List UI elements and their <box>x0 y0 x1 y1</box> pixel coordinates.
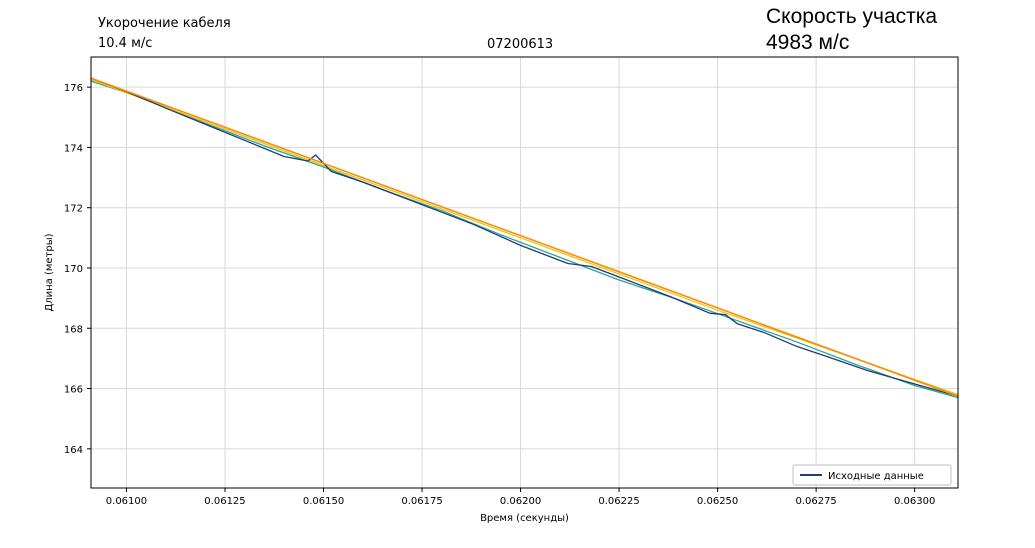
x-axis-label: Время (секунды) <box>480 513 569 524</box>
legend-box <box>792 464 952 486</box>
y-tick-label: 168 <box>64 324 83 335</box>
y-tick-label: 170 <box>64 264 83 275</box>
y-tick-label: 172 <box>64 204 83 215</box>
y-tick-label: 174 <box>64 143 83 154</box>
x-tick-label: 0.06150 <box>303 496 344 507</box>
x-tick-label: 0.06200 <box>500 496 541 507</box>
x-tick-label: 0.06275 <box>795 496 836 507</box>
shortening-label: Укорочение кабеля <box>98 16 231 31</box>
y-tick-label: 166 <box>64 385 83 396</box>
y-tick-label: 176 <box>64 83 83 94</box>
y-axis-label: Длина (метры) <box>44 233 55 311</box>
x-tick-label: 0.06175 <box>401 496 442 507</box>
series-line-0 <box>90 77 959 397</box>
x-tick-label: 0.06125 <box>204 496 245 507</box>
series-layer <box>90 77 959 399</box>
plot-frame <box>90 56 959 489</box>
shortening-value: 10.4 м/с <box>98 36 153 51</box>
x-tick-label: 0.06100 <box>106 496 147 507</box>
x-axis-ticks: 0.06100 0.06125 0.06150 0.06175 0.06200 0.062… <box>106 488 935 507</box>
series-line-2 <box>90 77 959 397</box>
header-left: Укорочение кабеля 10.4 м/с <box>98 14 231 54</box>
x-tick-label: 0.06225 <box>598 496 639 507</box>
header-right: Скорость участка 4983 м/с <box>766 4 937 56</box>
y-axis-ticks: 164 166 168 170 172 174 176 <box>64 83 91 456</box>
series-line-3 <box>90 78 959 396</box>
id-code: 07200613 <box>487 37 554 52</box>
grid <box>91 57 958 488</box>
series-line-1 <box>90 80 959 399</box>
speed-label: Скорость участка <box>766 5 938 28</box>
legend: Исходные данные <box>792 464 952 486</box>
speed-value: 4983 м/с <box>766 31 850 54</box>
legend-label: Исходные данные <box>828 471 924 482</box>
y-tick-label: 164 <box>64 445 83 456</box>
x-tick-label: 0.06250 <box>697 496 738 507</box>
x-tick-label: 0.06300 <box>894 496 935 507</box>
